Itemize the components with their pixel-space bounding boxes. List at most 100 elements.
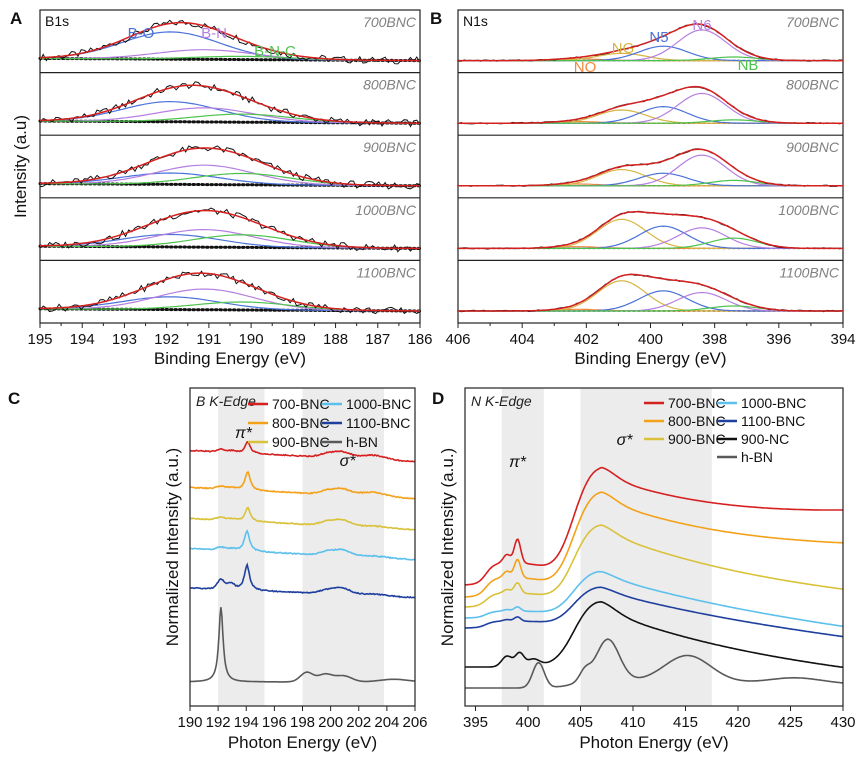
fit-envelope xyxy=(40,147,420,187)
plot-frame xyxy=(189,387,416,707)
component-curve-n5 xyxy=(458,45,843,62)
x-tick-label: 202 xyxy=(346,714,371,731)
edge-label: B K-Edge xyxy=(196,393,256,409)
legend-label: 900-NC xyxy=(741,431,789,447)
legend-label: 1000-BNC xyxy=(346,396,411,412)
plot-frame xyxy=(464,387,844,707)
core-level-label: B1s xyxy=(45,13,69,29)
x-tick-label: 400 xyxy=(515,714,540,731)
x-tick-label: 206 xyxy=(402,714,427,731)
experimental-spectrum xyxy=(457,86,844,125)
legend-label: h-BN xyxy=(346,434,378,450)
sample-label: 1100BNC xyxy=(779,264,840,280)
x-tick-label: 402 xyxy=(574,331,599,348)
component-label-b-n: B-N xyxy=(201,25,227,42)
sample-label: 700BNC xyxy=(363,14,417,30)
component-curve-n5 xyxy=(458,225,843,249)
shaded-region xyxy=(302,388,385,706)
panel-letter-b: B xyxy=(430,9,442,28)
x-tick-label: 430 xyxy=(830,714,855,731)
component-curve-n6 xyxy=(458,154,843,187)
nexafs-b-1100-bnc xyxy=(189,562,416,599)
x-axis-label: Binding Energy (eV) xyxy=(154,349,306,368)
sigma-star-annotation: σ* xyxy=(617,432,634,449)
x-tick-label: 192 xyxy=(154,331,179,348)
legend-label: 700-BNC xyxy=(272,396,330,412)
component-curve-ng xyxy=(458,109,843,124)
fit-envelope xyxy=(458,85,843,124)
nexafs-b-1000-bnc xyxy=(189,529,416,561)
core-level-label: N1s xyxy=(463,13,488,29)
x-tick-label: 190 xyxy=(239,331,264,348)
x-axis-label: Photon Energy (eV) xyxy=(228,733,377,752)
legend-label: 1100-BNC xyxy=(346,415,410,431)
x-tick-label: 406 xyxy=(445,331,470,348)
x-tick-label: 420 xyxy=(725,714,750,731)
fit-envelope xyxy=(458,148,843,187)
x-tick-label: 395 xyxy=(463,714,488,731)
x-tick-label: 187 xyxy=(365,331,390,348)
panel-letter-d: D xyxy=(432,389,444,408)
nexafs-n-h-bn xyxy=(465,638,844,689)
legend-label: 1100-BNC xyxy=(741,413,805,429)
legend-label: h-BN xyxy=(741,449,773,465)
experimental-spectrum xyxy=(39,207,421,253)
x-tick-label: 195 xyxy=(27,331,52,348)
x-tick-label: 194 xyxy=(70,331,95,348)
legend-label: 900-BNC xyxy=(668,431,726,447)
component-label-b-n-c: B-N-C xyxy=(254,43,296,60)
component-label-n6: N6 xyxy=(692,17,711,34)
component-label-no: NO xyxy=(574,59,597,76)
component-curve-n5 xyxy=(458,290,843,312)
fit-envelope xyxy=(458,273,843,312)
component-label-b-o: B-O xyxy=(128,25,155,42)
component-curve-ng xyxy=(458,218,843,249)
x-tick-label: 190 xyxy=(177,714,202,731)
component-curve-ng xyxy=(458,168,843,187)
fit-envelope xyxy=(39,21,420,62)
edge-label: N K-Edge xyxy=(471,393,532,409)
sample-label: 1000BNC xyxy=(355,202,417,218)
pi-star-annotation: π* xyxy=(509,454,527,471)
x-tick-label: 425 xyxy=(778,714,803,731)
fit-envelope xyxy=(40,209,420,250)
x-tick-label: 398 xyxy=(702,331,727,348)
component-curve-b-n xyxy=(40,288,420,312)
fit-envelope xyxy=(39,272,420,312)
component-label-ng: NG xyxy=(612,40,635,57)
pi-star-annotation: π* xyxy=(235,425,253,442)
sigma-star-annotation: σ* xyxy=(340,453,357,470)
sample-label: 1000BNC xyxy=(778,202,840,218)
x-tick-label: 410 xyxy=(620,714,645,731)
x-axis-label: Photon Energy (eV) xyxy=(579,733,728,752)
legend-label: 900-BNC xyxy=(272,434,330,450)
nexafs-n-700-bnc xyxy=(465,466,843,586)
component-curve-n6 xyxy=(458,291,843,312)
y-axis-label: Normalized Intensity (a.u.) xyxy=(438,448,457,646)
x-tick-label: 405 xyxy=(568,714,593,731)
component-curve-ng xyxy=(458,280,843,312)
x-tick-label: 194 xyxy=(234,714,259,731)
y-axis-label: Normalized Intensity (a.u.) xyxy=(163,448,182,646)
component-label-nb: NB xyxy=(738,57,759,74)
nexafs-b-700-bnc xyxy=(189,440,416,463)
sample-label: 800BNC xyxy=(786,77,840,93)
nexafs-b-900-bnc xyxy=(190,506,416,531)
sample-label: 900BNC xyxy=(786,139,840,155)
component-label-n5: N5 xyxy=(649,29,668,46)
component-curve-n6 xyxy=(458,227,843,249)
fit-envelope xyxy=(39,84,420,124)
x-tick-label: 196 xyxy=(262,714,287,731)
nexafs-n-800-bnc xyxy=(464,491,843,598)
x-tick-label: 404 xyxy=(510,331,535,348)
nexafs-b-800-bnc xyxy=(189,471,416,500)
fit-envelope xyxy=(458,211,843,250)
legend-label: 1000-BNC xyxy=(741,395,806,411)
sample-label: 900BNC xyxy=(363,139,417,155)
x-tick-label: 396 xyxy=(766,331,791,348)
sample-label: 800BNC xyxy=(363,77,417,93)
x-tick-label: 394 xyxy=(830,331,855,348)
x-tick-label: 204 xyxy=(374,714,399,731)
fit-envelope xyxy=(458,23,843,62)
